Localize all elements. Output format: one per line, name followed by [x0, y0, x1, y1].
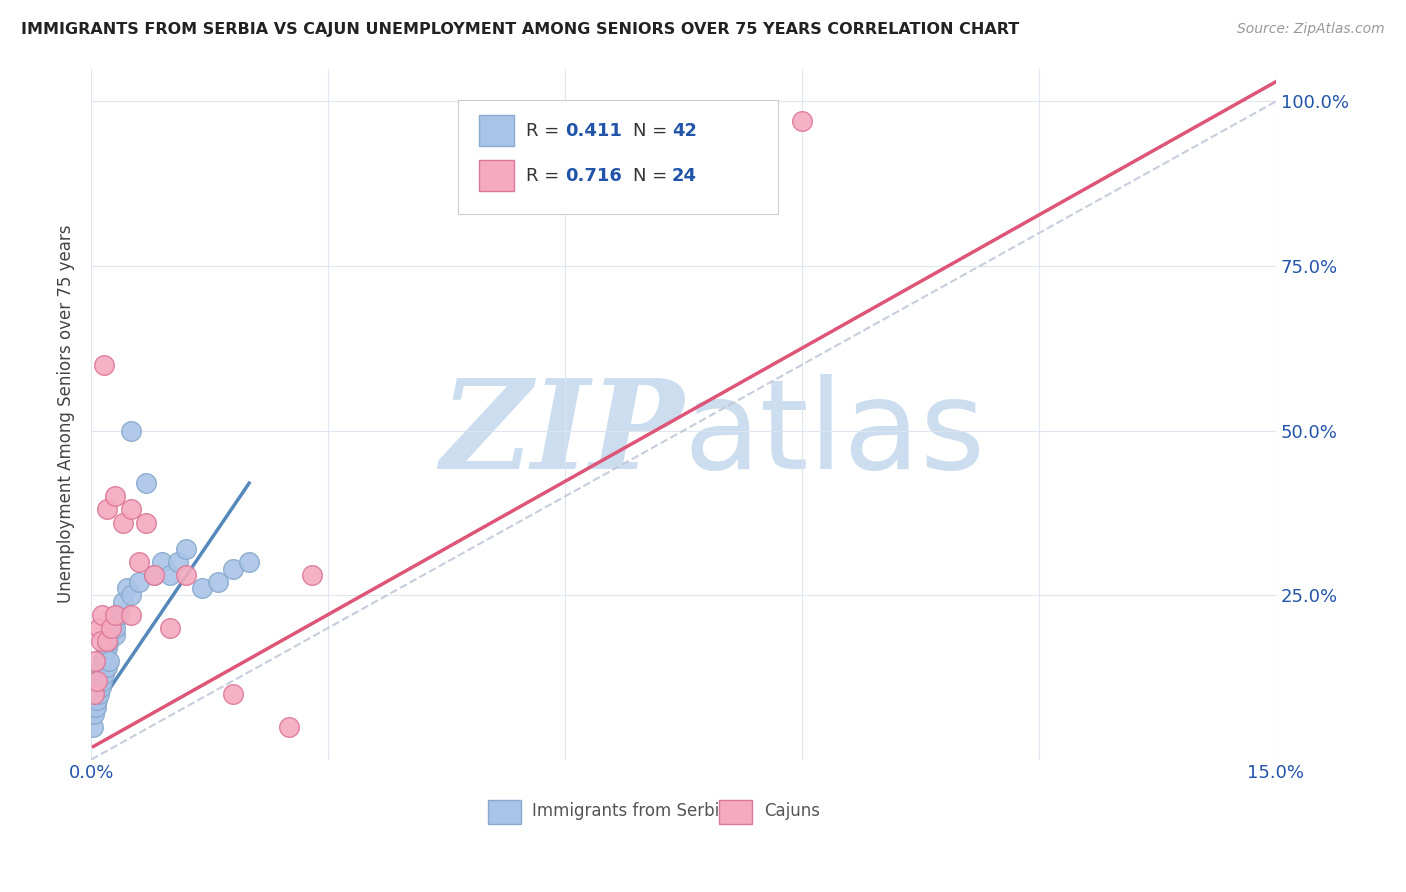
Point [159, 621, 181, 635]
Point [120, 607, 142, 622]
Point [135, 516, 157, 530]
Point [91, 607, 114, 622]
Text: 24: 24 [672, 167, 697, 185]
Text: N =: N = [633, 121, 672, 140]
Text: atlas: atlas [683, 375, 986, 495]
Point [96, 654, 118, 668]
Point [84, 687, 107, 701]
Point [83, 687, 105, 701]
FancyBboxPatch shape [478, 160, 515, 191]
Point [277, 720, 299, 734]
Point [98, 634, 121, 648]
Point [87, 667, 110, 681]
Point [190, 582, 212, 596]
FancyBboxPatch shape [718, 800, 752, 824]
Point [238, 555, 260, 569]
Point [120, 424, 142, 438]
Text: R =: R = [526, 167, 565, 185]
Point [167, 555, 190, 569]
Point [93, 660, 115, 674]
Point [174, 568, 197, 582]
Point [135, 476, 157, 491]
Point [104, 621, 127, 635]
Point [128, 555, 150, 569]
Point [96, 660, 118, 674]
Point [150, 555, 173, 569]
Point [90, 680, 112, 694]
Point [84, 654, 107, 668]
Text: IMMIGRANTS FROM SERBIA VS CAJUN UNEMPLOYMENT AMONG SENIORS OVER 75 YEARS CORRELA: IMMIGRANTS FROM SERBIA VS CAJUN UNEMPLOY… [21, 22, 1019, 37]
Text: Cajuns: Cajuns [763, 803, 820, 821]
Point [87, 621, 110, 635]
Point [115, 582, 138, 596]
Point [86, 673, 108, 688]
Point [87, 687, 110, 701]
Point [96, 634, 118, 648]
Point [100, 621, 122, 635]
Text: R =: R = [526, 121, 565, 140]
Text: 0.716: 0.716 [565, 167, 621, 185]
Point [104, 607, 127, 622]
Text: N =: N = [633, 167, 672, 185]
Text: Immigrants from Serbia: Immigrants from Serbia [531, 803, 730, 821]
Point [104, 489, 127, 503]
Point [222, 687, 245, 701]
FancyBboxPatch shape [458, 100, 779, 214]
Point [84, 700, 107, 714]
Point [84, 700, 107, 714]
Point [111, 516, 134, 530]
Point [143, 568, 166, 582]
Point [93, 667, 115, 681]
Point [91, 654, 114, 668]
Point [207, 574, 229, 589]
Point [790, 114, 813, 128]
Point [100, 621, 122, 635]
FancyBboxPatch shape [478, 115, 515, 146]
Text: ZIP: ZIP [440, 374, 683, 496]
Text: 0.411: 0.411 [565, 121, 621, 140]
Point [94, 648, 117, 662]
Point [91, 673, 114, 688]
Point [97, 654, 120, 668]
Point [87, 673, 110, 688]
Point [128, 574, 150, 589]
Point [86, 687, 108, 701]
FancyBboxPatch shape [488, 800, 522, 824]
Text: Source: ZipAtlas.com: Source: ZipAtlas.com [1237, 22, 1385, 37]
Point [104, 615, 127, 629]
Point [120, 588, 142, 602]
Point [93, 358, 115, 372]
Point [143, 568, 166, 582]
Point [222, 562, 245, 576]
Point [90, 634, 112, 648]
Point [107, 607, 129, 622]
Point [82, 720, 104, 734]
Text: 42: 42 [672, 121, 697, 140]
Point [174, 541, 197, 556]
Point [86, 693, 108, 707]
Point [301, 568, 323, 582]
Point [104, 627, 127, 641]
Point [120, 502, 142, 516]
Y-axis label: Unemployment Among Seniors over 75 years: Unemployment Among Seniors over 75 years [58, 225, 75, 603]
Point [111, 594, 134, 608]
Point [83, 706, 105, 721]
Point [96, 640, 118, 655]
Point [90, 660, 112, 674]
Point [159, 568, 181, 582]
Point [96, 502, 118, 516]
